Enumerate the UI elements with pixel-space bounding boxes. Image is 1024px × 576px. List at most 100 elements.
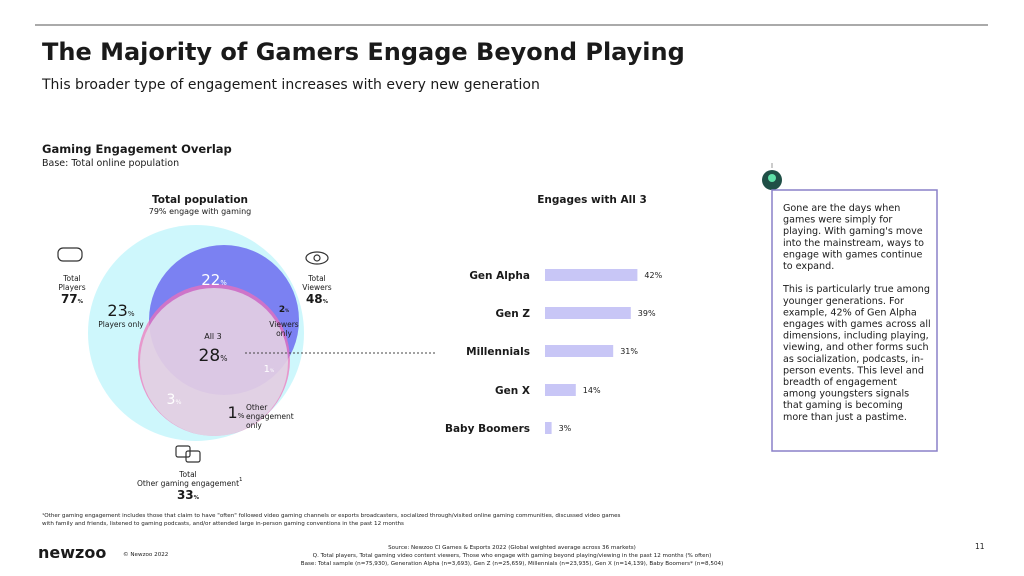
unit: % [270, 368, 275, 374]
bar [545, 384, 576, 396]
title: The Majority of Gamers Engage Beyond Pla… [42, 38, 685, 66]
viewers-only-label: Viewers [269, 320, 298, 329]
bar [545, 269, 638, 281]
other-value: 33% [177, 488, 200, 502]
copyright: © Newzoo 2022 [123, 551, 168, 558]
value: 48 [306, 292, 323, 306]
callout-text: that gaming is becoming [783, 400, 903, 411]
players-other-value: 3% [167, 392, 182, 408]
other-label: Other gaming engagement [137, 479, 239, 488]
unit: % [220, 279, 227, 287]
category-label: Gen Alpha [469, 270, 530, 282]
venn-subtitle: 79% engage with gaming [149, 207, 252, 216]
players-only-value: 23% [107, 301, 134, 320]
viewers-only-value: 2% [279, 305, 289, 315]
value: 22 [201, 271, 220, 289]
value: 1 [264, 364, 270, 375]
subtitle: This broader type of engagement increase… [41, 77, 540, 93]
viewers-only-label: only [276, 329, 292, 338]
chat-icon-2 [185, 450, 201, 463]
eye-pupil [313, 254, 321, 262]
callout-text: breadth of engagement [783, 377, 897, 388]
callout-text: as socialization, podcasts, in- [783, 354, 924, 365]
unit: % [220, 354, 227, 363]
unit: % [323, 299, 329, 305]
value-label: 42% [644, 271, 662, 280]
value-label: 3% [559, 424, 572, 433]
unit: % [175, 399, 181, 406]
viewers-value: 48% [306, 292, 329, 306]
unit: % [194, 495, 200, 501]
players-value: 77% [61, 292, 84, 306]
value-label: 31% [620, 347, 638, 356]
value: 2 [279, 305, 285, 315]
callout-text: This is particularly true among [782, 284, 930, 295]
category-label: Gen Z [496, 308, 531, 320]
bar [545, 345, 614, 357]
other-only-value: 1% [227, 403, 244, 422]
value-label: 39% [638, 309, 656, 318]
footnote-marker: 1 [239, 477, 243, 483]
callout-text: to expand. [783, 261, 834, 272]
callout-text: engages with games across all [783, 319, 931, 330]
value: 77 [61, 292, 78, 306]
icons [57, 247, 329, 463]
callout-text: into the mainstream, ways to [783, 238, 924, 249]
source: Q. Total players, Total gaming video con… [313, 553, 712, 559]
all3-region [140, 288, 288, 436]
callout-text: viewing, and other forms such [783, 342, 929, 353]
players-label: Players [58, 283, 85, 292]
all3-value: 28% [199, 346, 228, 366]
gamepad-icon [57, 247, 83, 262]
other-only-label: engagement [246, 412, 294, 421]
value: 28 [199, 346, 221, 366]
bulb-icon [762, 163, 782, 190]
section-title: Gaming Engagement Overlap [42, 142, 232, 156]
callout-text: person events. This level and [783, 365, 924, 376]
value: 1 [227, 403, 237, 422]
category-label: Baby Boomers [445, 423, 530, 435]
footnote: ¹Other gaming engagement includes those … [42, 512, 621, 519]
source: Source: Newzoo CI Games & Esports 2022 (… [388, 545, 636, 551]
callout-text: engage with games continue [783, 249, 922, 260]
callout-text: dimensions, including playing, [783, 331, 929, 342]
all3-label: All 3 [204, 332, 222, 341]
players-only-label: Players only [98, 320, 144, 329]
value: 3 [167, 392, 176, 408]
callout-box [771, 189, 938, 452]
eye-icon [305, 251, 329, 265]
source: Base: Total sample (n=75,930), Generatio… [301, 561, 724, 567]
unit: % [78, 299, 84, 305]
unit: % [128, 309, 135, 318]
category-label: Gen X [495, 385, 530, 397]
section-base: Base: Total online population [42, 158, 179, 169]
players-label: Total [62, 274, 81, 283]
viewers-label: Viewers [302, 283, 331, 292]
venn-title: Total population [152, 194, 248, 206]
other-label: Total [178, 470, 197, 479]
logo: newzoo [38, 543, 106, 562]
callout-text: Gone are the days when [783, 203, 900, 214]
bulb-light [768, 174, 776, 182]
other-only-label: Other [246, 403, 268, 412]
footnote: with family and friends, listened to gam… [42, 521, 404, 527]
value-label: 14% [583, 386, 601, 395]
callout-text: games were simply for [783, 215, 892, 226]
unit: % [285, 308, 289, 313]
other-only-label: only [246, 421, 262, 430]
callout-text: example, 42% of Gen Alpha [783, 307, 917, 318]
callout-text: more than just a pastime. [783, 412, 907, 423]
value: 33 [177, 488, 194, 502]
category-label: Millennials [466, 346, 530, 358]
callout-text: among youngsters signals [783, 389, 909, 400]
viewers-label: Total [307, 274, 326, 283]
value: 23 [107, 301, 127, 320]
bar [545, 307, 631, 319]
callout-text: playing. With gaming's move [783, 226, 923, 237]
page-number: 11 [975, 542, 985, 551]
unit: % [238, 411, 245, 420]
callout-text: younger generations. For [783, 296, 904, 307]
viewers-other-value: 1% [264, 364, 275, 375]
venn-shapes [88, 225, 437, 441]
